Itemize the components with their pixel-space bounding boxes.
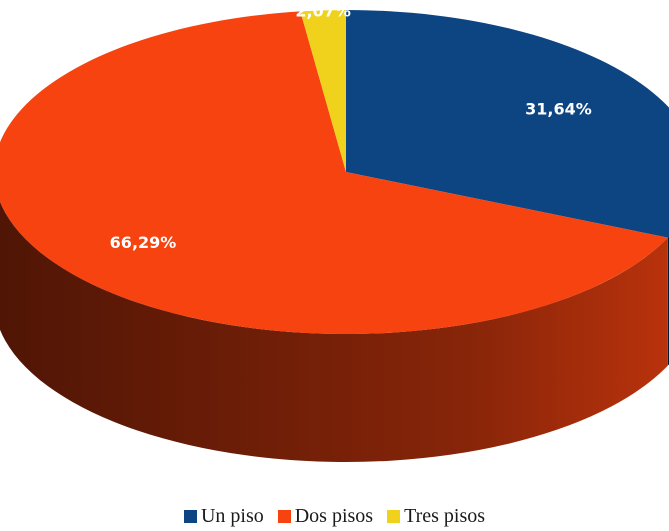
data-label-dos-pisos: 66,29% <box>110 233 177 252</box>
pie-slice-dos-pisos <box>0 11 668 334</box>
pie-side-dos-pisos <box>0 201 668 462</box>
legend-label-dos-pisos: Dos pisos <box>294 504 374 527</box>
data-label-un-piso: 31,64% <box>525 99 592 118</box>
legend-item-un-piso: Un piso <box>183 504 264 528</box>
legend-label-un-piso: Un piso <box>200 504 264 527</box>
legend-swatch-un-piso <box>183 509 197 523</box>
pie-chart-svg: 31,64% 66,29% 2,07% <box>0 1 669 462</box>
legend-swatch-tres-pisos <box>387 509 401 523</box>
pie-slice-tres-pisos <box>300 10 346 172</box>
legend-label-tres-pisos: Tres pisos <box>404 504 486 527</box>
legend-item-tres-pisos: Tres pisos <box>387 505 485 528</box>
legend-swatch-dos-pisos <box>277 509 291 523</box>
legend-item-dos-pisos: Dos pisos <box>277 504 374 528</box>
chart-legend: Un piso Dos pisos Tres pisos <box>0 503 669 529</box>
pie-slice-un-piso <box>346 10 669 238</box>
pie-chart: 31,64% 66,29% 2,07% <box>0 1 669 462</box>
data-label-tres-pisos: 2,07% <box>295 1 351 20</box>
